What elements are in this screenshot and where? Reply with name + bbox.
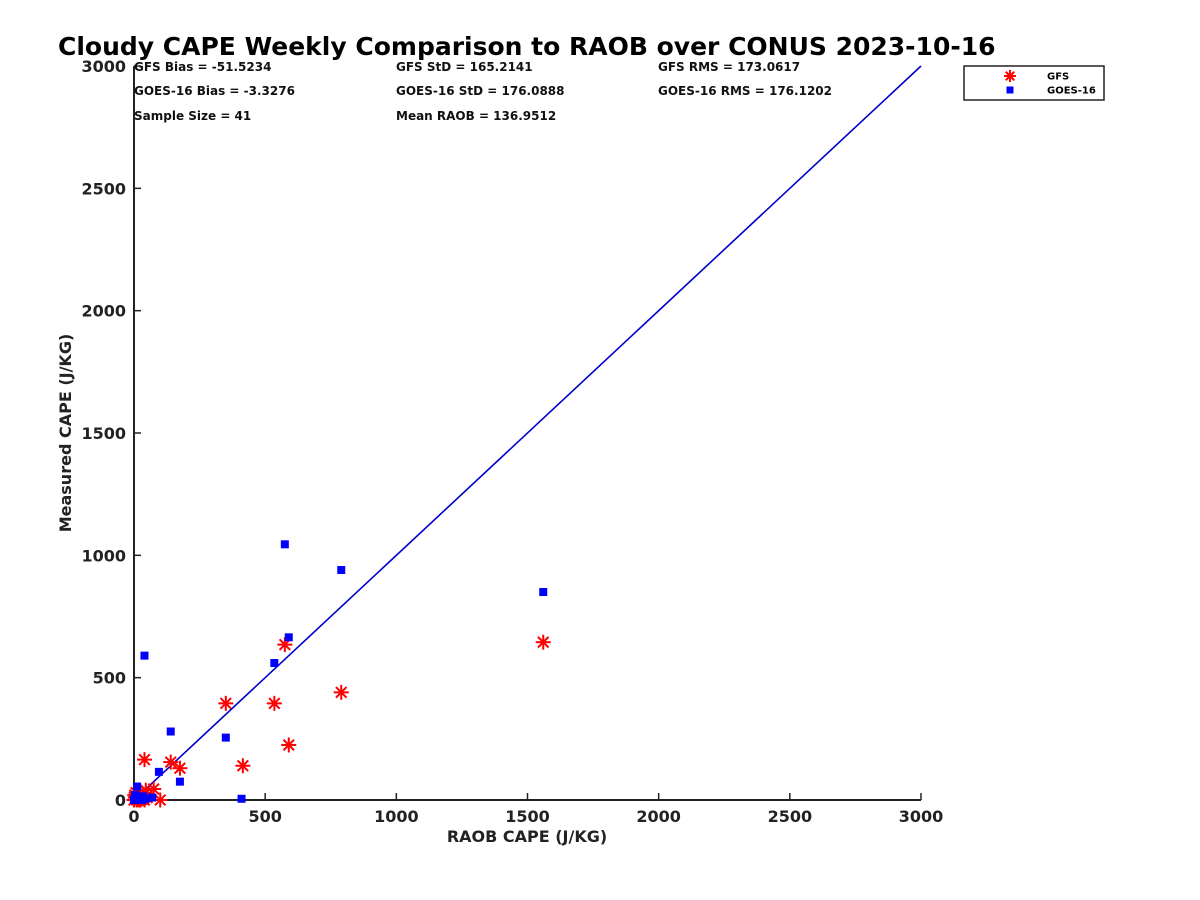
x-tick-label: 2000 (636, 807, 681, 826)
y-tick-label: 2500 (81, 179, 126, 198)
stat-text: GFS RMS = 173.0617 (658, 60, 800, 74)
stat-text: GOES-16 Bias = -3.3276 (134, 84, 295, 98)
stat-text: GFS Bias = -51.5234 (134, 60, 271, 74)
goes-16-point (284, 633, 293, 642)
stat-text: GOES-16 RMS = 176.1202 (658, 84, 832, 98)
goes-16-point (221, 733, 230, 742)
goes-16-point (175, 777, 184, 786)
goes-16-point (166, 727, 175, 736)
x-tick-label: 1000 (374, 807, 419, 826)
gfs-point (266, 695, 282, 711)
y-axis-label: Measured CAPE (J/KG) (56, 334, 75, 533)
reference-line-group (133, 65, 922, 801)
goes-16-point (237, 794, 246, 803)
gfs-point (136, 752, 152, 768)
stat-text: Sample Size = 41 (134, 109, 251, 123)
gfs-point (333, 684, 349, 700)
y-tick-label: 1000 (81, 546, 126, 565)
stat-text: GOES-16 StD = 176.0888 (396, 84, 565, 98)
goes-16-point (280, 540, 289, 549)
stats-panel: GFS Bias = -51.5234 GFS StD = 165.2141 GFS… (134, 60, 832, 123)
goes-16-point (133, 782, 142, 791)
legend: GFS GOES-16 (963, 65, 1105, 101)
goes-16-point (148, 793, 157, 802)
gfs-point (152, 792, 168, 808)
x-tick-label: 3000 (899, 807, 944, 826)
x-tick-label: 1500 (505, 807, 550, 826)
y-tick-label: 1500 (81, 424, 126, 443)
one-to-one-line (133, 65, 922, 801)
legend-goes-16-marker (1006, 86, 1014, 94)
stat-text: GFS StD = 165.2141 (396, 60, 533, 74)
y-tick-label: 2000 (81, 302, 126, 321)
gfs-point (235, 758, 251, 774)
legend-gfs-marker (1004, 70, 1016, 82)
x-tick-label: 2500 (768, 807, 813, 826)
chart-title: Cloudy CAPE Weekly Comparison to RAOB ov… (58, 32, 996, 61)
goes-16-point (539, 588, 548, 597)
x-tick-label: 0 (128, 807, 139, 826)
x-tick-label: 500 (248, 807, 281, 826)
data-markers (126, 540, 551, 808)
goes-16-point (270, 658, 279, 667)
goes-16-point (154, 767, 163, 776)
goes-16-point (337, 566, 346, 575)
y-tick-label: 500 (93, 669, 126, 688)
legend-box (963, 65, 1105, 101)
x-axis-label: RAOB CAPE (J/KG) (447, 827, 607, 846)
gfs-point (172, 760, 188, 776)
legend-goes-16-label: GOES-16 (1047, 86, 1096, 97)
gfs-point (218, 695, 234, 711)
y-tick-label: 3000 (81, 57, 126, 76)
stat-text: Mean RAOB = 136.9512 (396, 109, 556, 123)
goes-16-point (140, 651, 149, 660)
goes-16-point (141, 794, 150, 803)
y-tick-label: 0 (115, 791, 126, 810)
gfs-point (163, 754, 179, 770)
plot-axes: 0 500 1000 1500 2000 2500 3000 0 500 1000 1500 2000… (81, 57, 943, 826)
gfs-point (281, 737, 297, 753)
gfs-point (535, 634, 551, 650)
legend-gfs-label: GFS (1047, 72, 1069, 83)
